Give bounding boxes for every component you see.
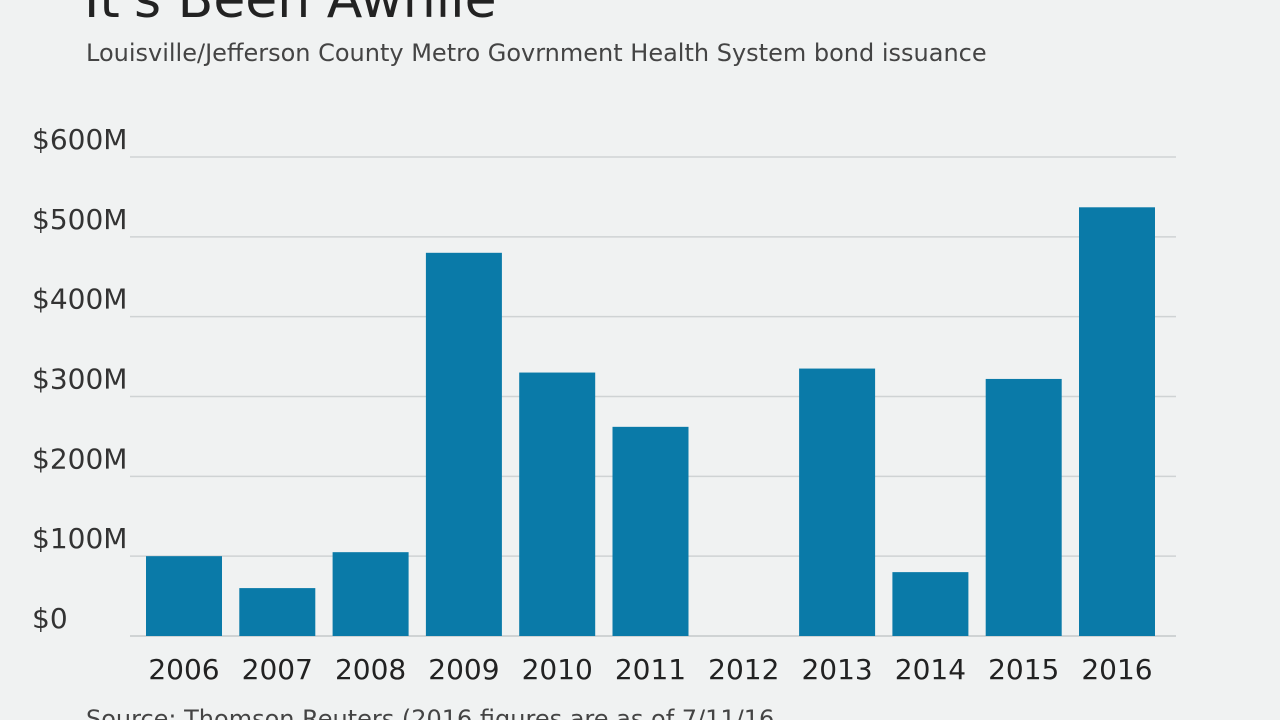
- y-tick-label: $300M: [32, 363, 127, 396]
- chart-title: It's Been Awhile: [84, 0, 497, 30]
- x-tick-label: 2013: [801, 653, 872, 686]
- x-tick-label: 2007: [242, 653, 313, 686]
- x-tick-label: 2011: [615, 653, 686, 686]
- x-tick-label: 2009: [428, 653, 499, 686]
- bar-2011: [612, 426, 689, 636]
- y-tick-label: $400M: [32, 283, 127, 316]
- y-tick-label: $200M: [32, 442, 127, 475]
- bar-2007: [239, 588, 316, 636]
- x-tick-label: 2015: [988, 653, 1059, 686]
- bar-2009: [425, 252, 502, 637]
- x-tick-label: 2016: [1081, 653, 1152, 686]
- bar-2013: [799, 368, 876, 636]
- bars: [146, 207, 1155, 637]
- y-tick-label: $600M: [32, 123, 127, 156]
- y-axis-tick-labels: $0 $100M $200M $300M $400M $500M $600M: [32, 123, 127, 635]
- bar-2016: [1079, 207, 1155, 637]
- chart-source: Source: Thomson Reuters (2016 figures ar…: [86, 705, 775, 720]
- x-tick-label: 2010: [522, 653, 593, 686]
- chart-subtitle: Louisville/Jefferson County Metro Govrnm…: [86, 39, 987, 67]
- bar-2006: [146, 556, 222, 636]
- x-tick-label: 2006: [148, 653, 219, 686]
- bar-2014: [892, 572, 969, 636]
- bar-2010: [519, 372, 596, 636]
- y-tick-label: $0: [32, 602, 68, 635]
- x-axis-tick-labels: 2006 2007 2008 2009 2010 2011 2012 2013 2014 2015…: [148, 653, 1152, 686]
- x-tick-label: 2014: [895, 653, 966, 686]
- bar-2008: [332, 552, 409, 636]
- bar-2015: [985, 378, 1062, 636]
- y-tick-label: $500M: [32, 203, 127, 236]
- x-tick-label: 2012: [708, 653, 779, 686]
- y-tick-label: $100M: [32, 522, 127, 555]
- x-tick-label: 2008: [335, 653, 406, 686]
